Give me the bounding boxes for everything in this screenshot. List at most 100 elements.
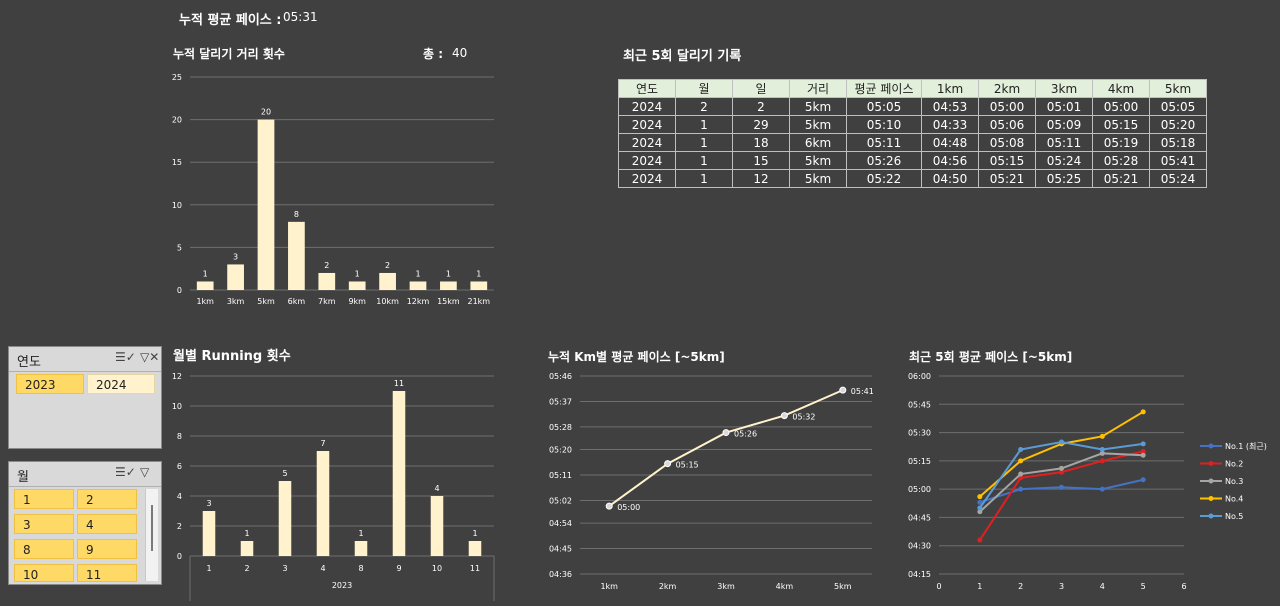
x-tick-label: 4 — [320, 564, 325, 573]
bar-value-label: 1 — [476, 269, 481, 278]
y-tick-label: 05:45 — [908, 400, 931, 409]
data-point — [839, 386, 847, 394]
table-cell: 29 — [732, 115, 790, 134]
data-point — [1059, 469, 1064, 475]
table-cell: 05:22 — [846, 169, 922, 188]
x-tick-label: 12km — [407, 297, 430, 306]
y-tick-label: 0 — [177, 552, 182, 561]
table-cell: 05:41 — [1149, 151, 1207, 170]
bar — [257, 119, 275, 290]
x-tick-label: 0 — [936, 582, 941, 591]
year-chip-2023[interactable]: 2023 — [16, 374, 84, 394]
data-point — [1018, 486, 1024, 492]
year-slicer-header: 연도 ☰✓ ▽✕ — [9, 347, 161, 372]
table-cell: 05:01 — [1035, 97, 1093, 116]
y-tick-label: 12 — [172, 372, 182, 381]
y-tick-label: 04:36 — [549, 570, 572, 579]
bar — [318, 272, 336, 290]
month-chip-9[interactable]: 9 — [77, 539, 137, 559]
data-label: 05:32 — [792, 413, 815, 422]
data-point — [605, 502, 613, 510]
month-slicer-title: 월 — [17, 470, 29, 485]
y-tick-label: 05:15 — [908, 457, 931, 466]
table-header-cell: 평균 페이스 — [846, 79, 922, 98]
legend-label: No.1 (최근) — [1225, 441, 1267, 451]
data-point — [1140, 448, 1146, 454]
bar — [468, 541, 482, 556]
table-cell: 2 — [732, 97, 790, 116]
table-cell: 04:48 — [921, 133, 979, 152]
bar-value-label: 1 — [355, 269, 360, 278]
bar — [278, 481, 292, 556]
month-chip-2[interactable]: 2 — [77, 489, 137, 509]
table-cell: 12 — [732, 169, 790, 188]
month-chip-3[interactable]: 3 — [14, 514, 74, 534]
table-header-cell: 5km — [1149, 79, 1207, 98]
bar-value-label: 2 — [385, 261, 390, 270]
year-chip-2024[interactable]: 2024 — [87, 374, 155, 394]
x-tick-label: 10 — [432, 564, 442, 573]
km-pace-chart-title: 누적 Km별 평균 페이스 [~5km] — [548, 350, 725, 364]
y-tick-label: 6 — [177, 462, 182, 471]
legend-marker — [1208, 478, 1214, 484]
data-point — [1059, 439, 1064, 445]
month-chip-4[interactable]: 4 — [77, 514, 137, 534]
filter-icon[interactable]: ▽ — [140, 465, 150, 479]
month-chip-10[interactable]: 10 — [14, 564, 74, 582]
bar — [379, 272, 396, 290]
y-tick-label: 04:30 — [908, 542, 931, 551]
bar-value-label: 7 — [320, 439, 325, 448]
bar-value-label: 1 — [446, 269, 451, 278]
x-tick-label: 2 — [244, 564, 249, 573]
table-cell: 05:21 — [978, 169, 1036, 188]
table-header-cell: 4km — [1092, 79, 1150, 98]
x-tick-label: 5km — [834, 582, 852, 591]
y-tick-label: 2 — [177, 522, 182, 531]
multi-select-icon[interactable]: ☰✓ — [115, 465, 136, 479]
series-line — [978, 450, 1144, 541]
table-header-cell: 연도 — [618, 79, 676, 98]
table-row: 2024 1 18 6km 05:11 04:48 05:08 05:11 05:19 05:18 — [618, 133, 1207, 152]
bar — [288, 221, 305, 290]
legend-marker — [1208, 496, 1214, 501]
table-cell: 1 — [675, 115, 733, 134]
month-slicer-header: 월 ☰✓ ▽ — [9, 462, 161, 487]
bar-value-label: 20 — [261, 108, 271, 117]
pace-line — [608, 389, 844, 507]
scrollbar-thumb[interactable] — [151, 505, 153, 551]
x-tick-label: 15km — [437, 297, 460, 306]
bar — [227, 264, 244, 290]
table-header-cell: 일 — [732, 79, 790, 98]
month-chip-8[interactable]: 8 — [14, 539, 74, 559]
y-tick-label: 05:11 — [549, 471, 572, 480]
data-point — [977, 499, 983, 505]
bar — [316, 451, 330, 556]
x-tick-label: 1 — [206, 564, 211, 573]
recent-runs-table: 연도 월 일 거리 평균 페이스 1km 2km 3km 4km 5km 2024 2 2 5km 05:… — [618, 79, 1207, 188]
y-tick-label: 04:45 — [549, 545, 572, 554]
multi-select-icon[interactable]: ☰✓ — [115, 350, 136, 364]
data-label: 05:00 — [617, 503, 640, 512]
x-tick-label: 1km — [600, 582, 618, 591]
clear-filter-icon[interactable]: ▽✕ — [140, 350, 160, 364]
table-cell: 05:18 — [1149, 133, 1207, 152]
y-tick-label: 04:45 — [908, 513, 931, 522]
table-cell: 05:10 — [846, 115, 922, 134]
month-chip-11[interactable]: 11 — [77, 564, 137, 582]
x-tick-label: 2km — [659, 582, 677, 591]
month-slicer-scrollbar[interactable] — [145, 489, 158, 581]
table-cell: 04:53 — [921, 97, 979, 116]
x-tick-label: 11 — [470, 564, 480, 573]
y-tick-label: 05:37 — [549, 397, 572, 406]
x-group-label: 2023 — [332, 581, 352, 590]
data-point — [1059, 465, 1064, 471]
month-chip-1[interactable]: 1 — [14, 489, 74, 509]
x-tick-label: 1km — [196, 297, 214, 306]
y-tick-label: 04:54 — [549, 519, 572, 528]
y-tick-label: 06:00 — [908, 372, 931, 381]
data-point — [1140, 409, 1146, 415]
y-tick-label: 10 — [172, 201, 182, 210]
bar — [348, 281, 366, 290]
bar-value-label: 1 — [244, 529, 249, 538]
y-tick-label: 5 — [177, 243, 182, 252]
